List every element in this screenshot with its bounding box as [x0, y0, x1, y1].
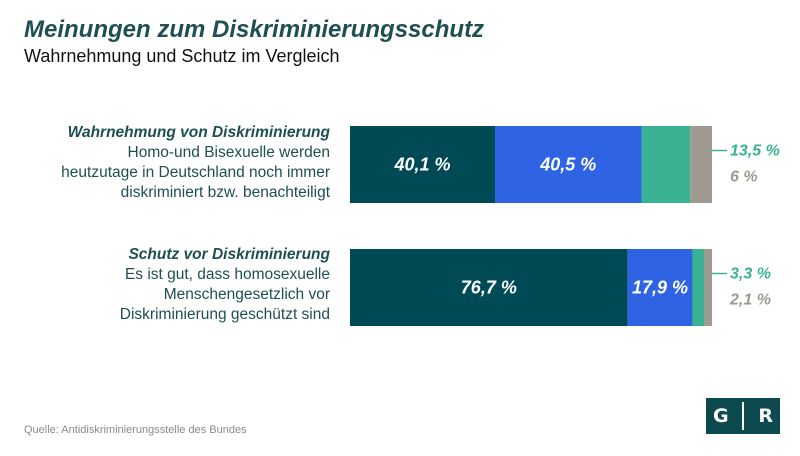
bar-segment [350, 249, 628, 326]
logo-separator [742, 402, 745, 430]
data-label: 17,9 % [632, 278, 688, 298]
row-description-line: heutzutage in Deutschland noch immer [61, 164, 330, 181]
row-description-line: Es ist gut, dass homosexuelle [124, 266, 330, 283]
row-heading: Schutz vor Diskriminierung [128, 246, 330, 263]
chart-subtitle: Wahrnehmung und Schutz im Vergleich [24, 46, 340, 66]
row-description-line: Menschengesetzlich vor [163, 286, 330, 303]
row-description-line: Diskriminierung geschützt sind [119, 306, 330, 323]
data-label: 76,7 % [461, 278, 517, 298]
bar-segment [495, 126, 642, 203]
data-label: 2,1 % [729, 292, 771, 309]
bar-segment [350, 126, 496, 203]
data-label: 40,1 % [393, 155, 450, 175]
source-note: Quelle: Antidiskriminierungsstelle des B… [24, 424, 247, 436]
gr-logo: G R [706, 398, 780, 434]
bar-segment [692, 249, 705, 326]
bar-segment [704, 249, 712, 326]
data-label: 13,5 % [730, 143, 780, 160]
data-label: 6 % [730, 169, 758, 186]
data-label: 40,5 % [539, 155, 596, 175]
row-description-line: diskriminiert bzw. benachteiligt [120, 184, 330, 201]
bar-segment [690, 126, 712, 203]
bar-segment [641, 126, 691, 203]
row-heading: Wahrnehmung von Diskriminierung [67, 124, 330, 141]
bar-segment [627, 249, 693, 326]
row-description-line: Homo-und Bisexuelle werden [127, 144, 330, 161]
data-label: 3,3 % [730, 266, 771, 283]
row-label-wahrnehmung: Wahrnehmung von Diskriminierung Homo-und… [61, 123, 330, 203]
row-label-schutz: Schutz vor Diskriminierung Es ist gut, d… [120, 245, 330, 325]
chart-title: Meinungen zum Diskriminierungsschutz [24, 16, 485, 43]
logo-letter-g: G [712, 405, 729, 427]
logo-letter-r: R [758, 405, 774, 427]
